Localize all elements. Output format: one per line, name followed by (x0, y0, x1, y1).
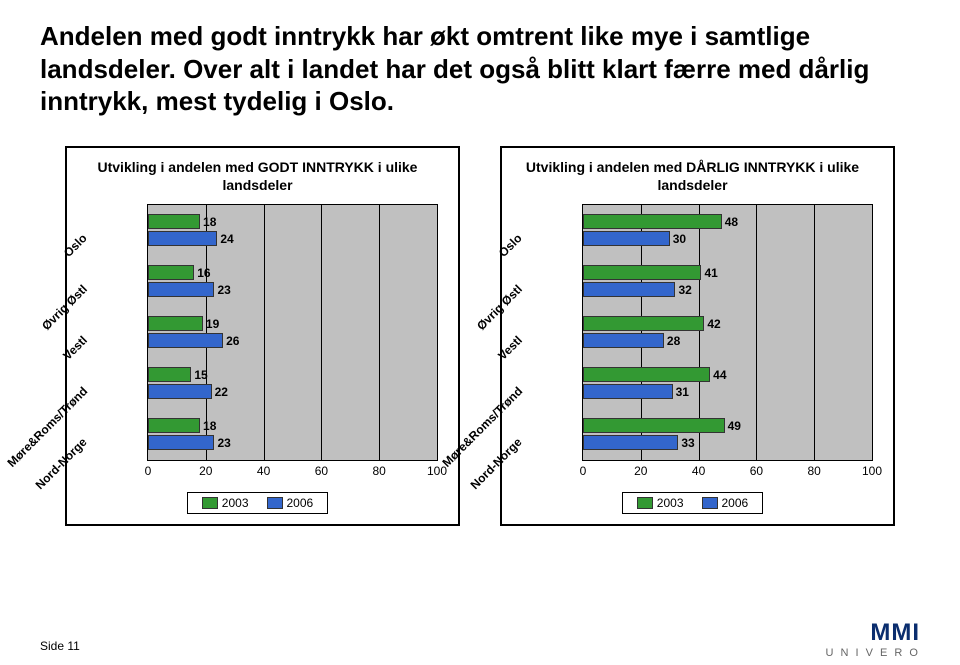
bar-value: 24 (220, 232, 233, 246)
bar-value: 41 (704, 266, 717, 280)
x-tick: 40 (692, 464, 705, 478)
chart-right-title: Utvikling i andelen med DÅRLIG INNTRYKK … (512, 158, 873, 194)
chart-right-ylabels: OsloØvrig ØstlVestlMøre&Roms/TrøndNord-N… (512, 204, 582, 459)
bar-value: 19 (206, 317, 219, 331)
bar-value: 18 (203, 215, 216, 229)
bar-value: 15 (194, 368, 207, 382)
bar-value: 44 (713, 368, 726, 382)
chart-left-ylabels: OsloØvrig ØstlVestlMøre&Roms/TrøndNord-N… (77, 204, 147, 459)
region-label: Øvrig Østl (39, 282, 90, 333)
bar-2006 (583, 435, 678, 450)
bar-2006 (148, 231, 217, 246)
region-label: Nord-Norge (468, 435, 525, 492)
bar-value: 18 (203, 419, 216, 433)
legend-b-label: 2006 (287, 496, 314, 510)
x-tick: 40 (257, 464, 270, 478)
bar-2006 (583, 282, 675, 297)
region-label: Oslo (496, 231, 525, 260)
legend-b-label: 2006 (722, 496, 749, 510)
x-tick: 60 (750, 464, 763, 478)
logo-mmi: MMI (826, 619, 920, 647)
bar-2003 (148, 214, 200, 229)
chart-left: Utvikling i andelen med GODT INNTRYKK i … (65, 146, 460, 526)
bar-value: 23 (217, 283, 230, 297)
bar-2006 (583, 384, 673, 399)
x-tick: 100 (862, 464, 882, 478)
x-tick: 20 (199, 464, 212, 478)
bar-value: 33 (681, 436, 694, 450)
bar-value: 23 (217, 436, 230, 450)
bar-2006 (148, 384, 212, 399)
bar-value: 30 (673, 232, 686, 246)
bar-value: 26 (226, 334, 239, 348)
chart-right: Utvikling i andelen med DÅRLIG INNTRYKK … (500, 146, 895, 526)
region-label: Oslo (61, 231, 90, 260)
bar-2003 (583, 265, 701, 280)
bar-2006 (583, 333, 664, 348)
bar-value: 48 (725, 215, 738, 229)
x-tick: 100 (427, 464, 447, 478)
bar-2003 (148, 418, 200, 433)
x-tick: 60 (315, 464, 328, 478)
bar-2006 (148, 282, 214, 297)
bar-2003 (583, 367, 710, 382)
bar-2003 (148, 265, 194, 280)
chart-right-plot: 02040608010048304132422844314933 (582, 204, 873, 461)
bar-2006 (148, 333, 223, 348)
page-footer: Side 11 (40, 639, 80, 653)
page-title: Andelen med godt inntrykk har økt omtren… (40, 20, 920, 118)
x-tick: 0 (145, 464, 152, 478)
bar-value: 22 (215, 385, 228, 399)
region-label: Øvrig Østl (474, 282, 525, 333)
bar-value: 16 (197, 266, 210, 280)
charts-row: Utvikling i andelen med GODT INNTRYKK i … (40, 146, 920, 526)
chart-left-title: Utvikling i andelen med GODT INNTRYKK i … (77, 158, 438, 194)
x-tick: 20 (634, 464, 647, 478)
chart-right-legend: 2003 2006 (622, 492, 763, 514)
bar-value: 28 (667, 334, 680, 348)
chart-left-plot: 02040608010018241623192615221823 (147, 204, 438, 461)
region-label: Vestl (495, 333, 525, 363)
legend-a-label: 2003 (657, 496, 684, 510)
x-tick: 80 (373, 464, 386, 478)
bar-2003 (148, 316, 203, 331)
bar-value: 42 (707, 317, 720, 331)
bar-2003 (583, 316, 704, 331)
bar-2003 (583, 418, 725, 433)
region-label: Nord-Norge (33, 435, 90, 492)
bar-2003 (583, 214, 722, 229)
bar-value: 49 (728, 419, 741, 433)
x-tick: 80 (808, 464, 821, 478)
logo-univero: U N I V E R O (826, 647, 920, 659)
logo: MMI U N I V E R O (826, 619, 920, 659)
bar-2006 (583, 231, 670, 246)
region-label: Vestl (60, 333, 90, 363)
chart-left-legend: 2003 2006 (187, 492, 328, 514)
legend-a-label: 2003 (222, 496, 249, 510)
x-tick: 0 (580, 464, 587, 478)
bar-2006 (148, 435, 214, 450)
bar-value: 32 (678, 283, 691, 297)
bar-value: 31 (676, 385, 689, 399)
bar-2003 (148, 367, 191, 382)
